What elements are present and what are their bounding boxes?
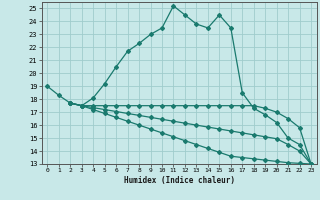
X-axis label: Humidex (Indice chaleur): Humidex (Indice chaleur) xyxy=(124,176,235,185)
